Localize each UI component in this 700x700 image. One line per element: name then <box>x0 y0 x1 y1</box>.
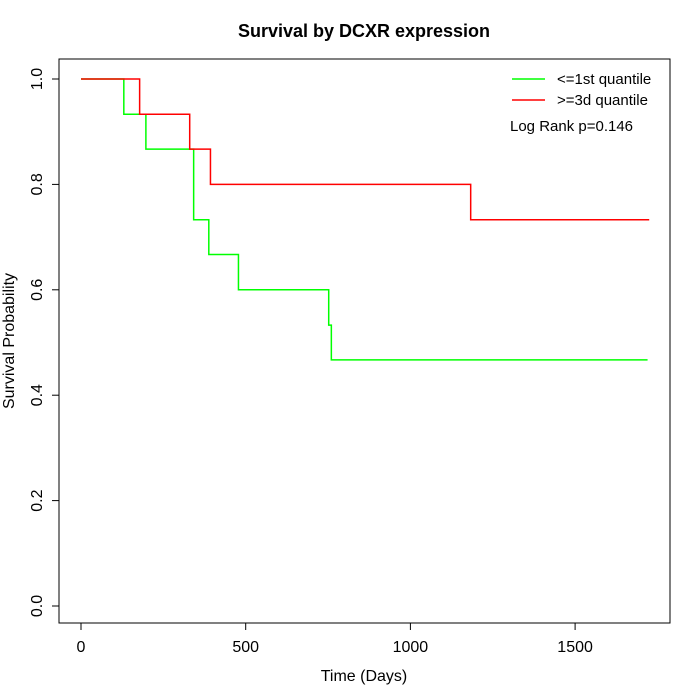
legend-label-high: >=3d quantile <box>557 92 648 109</box>
series-line-low-quantile <box>81 78 648 361</box>
y-tick-label: 1.0 <box>29 68 46 90</box>
y-axis-label: Survival Probability <box>1 273 18 409</box>
x-tick-label: 1500 <box>557 639 593 656</box>
chart-title: Survival by DCXR expression <box>238 21 490 41</box>
series-layer <box>81 78 650 361</box>
x-tick-label: 500 <box>232 639 259 656</box>
series-line-high-quantile <box>81 78 650 221</box>
x-axis: 0 500 1000 1500 <box>77 622 593 656</box>
y-tick-label: 0.0 <box>29 595 46 617</box>
y-tick-label: 0.8 <box>29 173 46 195</box>
y-tick-label: 0.4 <box>29 384 46 406</box>
y-axis: 0.0 0.2 0.4 0.6 0.8 1.0 <box>29 68 60 617</box>
log-rank-annotation: Log Rank p=0.146 <box>510 118 633 135</box>
y-tick-label: 0.2 <box>29 489 46 511</box>
x-tick-label: 1000 <box>393 639 429 656</box>
y-tick-label: 0.6 <box>29 279 46 301</box>
legend-label-low: <=1st quantile <box>557 71 651 88</box>
x-tick-label: 0 <box>77 639 86 656</box>
legend: <=1st quantile >=3d quantile <box>512 71 651 109</box>
x-axis-label: Time (Days) <box>321 668 408 685</box>
